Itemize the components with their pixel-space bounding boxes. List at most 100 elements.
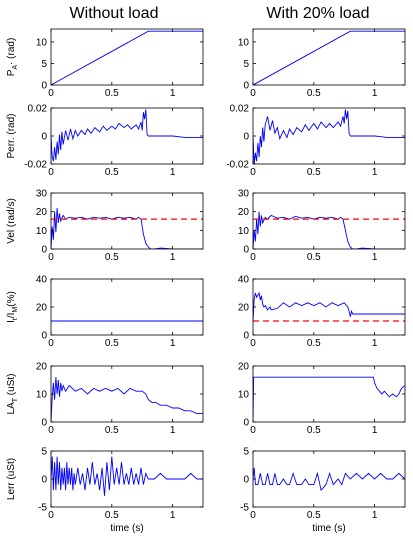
axes-frame [50,278,204,336]
y-tick-label: 20 [36,207,48,218]
y-tick-label: -0.02 [226,160,249,171]
y-tick-label: 0 [41,475,47,486]
x-tick-label: 0.5 [307,425,321,436]
data-line [253,376,405,422]
y-tick-label: 20 [238,207,250,218]
y-tick-label: 40 [36,275,48,286]
y-axis-label: It/IM(%) [6,291,19,323]
subplot: 0 0.5 1 0 20 40 It/IM(%) [6,275,204,349]
x-tick-label: 0.5 [307,252,321,263]
axes-frame [50,28,204,86]
axes-frame [252,107,406,165]
x-tick-label: 0 [48,425,54,436]
x-tick-label: 1 [170,425,176,436]
x-tick-label: 0 [250,88,256,99]
column-title-with-load: With 20% load [266,5,369,22]
x-tick-label: 0 [48,338,54,349]
axes-frame [252,192,406,250]
x-axis-label: time (s) [312,523,345,534]
x-tick-label: 1 [170,88,176,99]
axes-frame [50,192,204,250]
data-line [253,211,405,249]
data-line [51,109,203,162]
y-tick-label: 0 [41,245,47,256]
y-tick-label: 10 [238,390,250,401]
y-tick-label: 0 [243,245,249,256]
y-tick-label: 30 [238,189,250,200]
y-axis-label: Vel (rad/s) [6,198,17,244]
axes-frame [252,28,406,86]
y-axis-label: LAT (uSt) [6,374,19,415]
y-axis-label: Lerr (uSt) [6,458,17,500]
x-tick-label: 0 [250,167,256,178]
x-tick-label: 1 [372,88,378,99]
x-tick-label: 0 [250,510,256,521]
y-tick-label: 0 [41,418,47,429]
y-tick-label: -5 [38,503,47,514]
x-tick-label: 0.5 [105,88,119,99]
data-line [51,30,203,85]
x-tick-label: 0.5 [105,167,119,178]
y-tick-label: 10 [36,390,48,401]
y-tick-label: 20 [238,303,250,314]
x-tick-label: 1 [372,338,378,349]
y-tick-label: 10 [238,37,250,48]
x-axis-label: time (s) [110,523,143,534]
axes-frame [50,365,204,423]
y-tick-label: 5 [41,447,47,458]
x-tick-label: 1 [372,425,378,436]
y-tick-label: 40 [238,275,250,286]
data-line [253,467,405,492]
x-tick-label: 0 [250,252,256,263]
column-title-without-load: Without load [70,5,159,22]
y-axis-label: PA· (rad) [6,38,19,77]
y-tick-label: 0 [243,132,249,143]
y-tick-label: 10 [36,226,48,237]
y-tick-label: -5 [240,503,249,514]
subplot: 0 0.5 1 0 20 40 [238,275,406,349]
y-tick-label: 20 [36,362,48,373]
y-tick-label: 10 [238,226,250,237]
y-tick-label: 0 [41,81,47,92]
data-line [51,377,203,422]
y-tick-label: 30 [36,189,48,200]
data-line [51,456,203,496]
x-tick-label: 0 [250,425,256,436]
x-tick-label: 1 [170,510,176,521]
x-tick-label: 1 [372,167,378,178]
x-tick-label: 0 [48,252,54,263]
x-tick-label: 1 [170,252,176,263]
y-tick-label: 5 [243,59,249,70]
y-axis-label: Perr. (rad) [6,113,17,158]
x-tick-label: 0 [48,167,54,178]
x-tick-label: 0.5 [105,338,119,349]
data-line [253,109,405,164]
x-tick-label: 1 [170,167,176,178]
x-tick-label: 0.5 [307,167,321,178]
y-tick-label: 0 [243,331,249,342]
data-line [253,30,405,85]
x-tick-label: 1 [372,510,378,521]
x-tick-label: 0 [48,510,54,521]
y-tick-label: 5 [41,59,47,70]
data-line [253,291,405,322]
y-tick-label: -0.02 [24,160,47,171]
x-tick-label: 1 [372,252,378,263]
axes-frame [252,278,406,336]
y-tick-label: 10 [36,37,48,48]
y-tick-label: 0 [243,81,249,92]
y-tick-label: 0.02 [28,104,48,115]
x-tick-label: 0.5 [105,510,119,521]
y-tick-label: 5 [243,447,249,458]
